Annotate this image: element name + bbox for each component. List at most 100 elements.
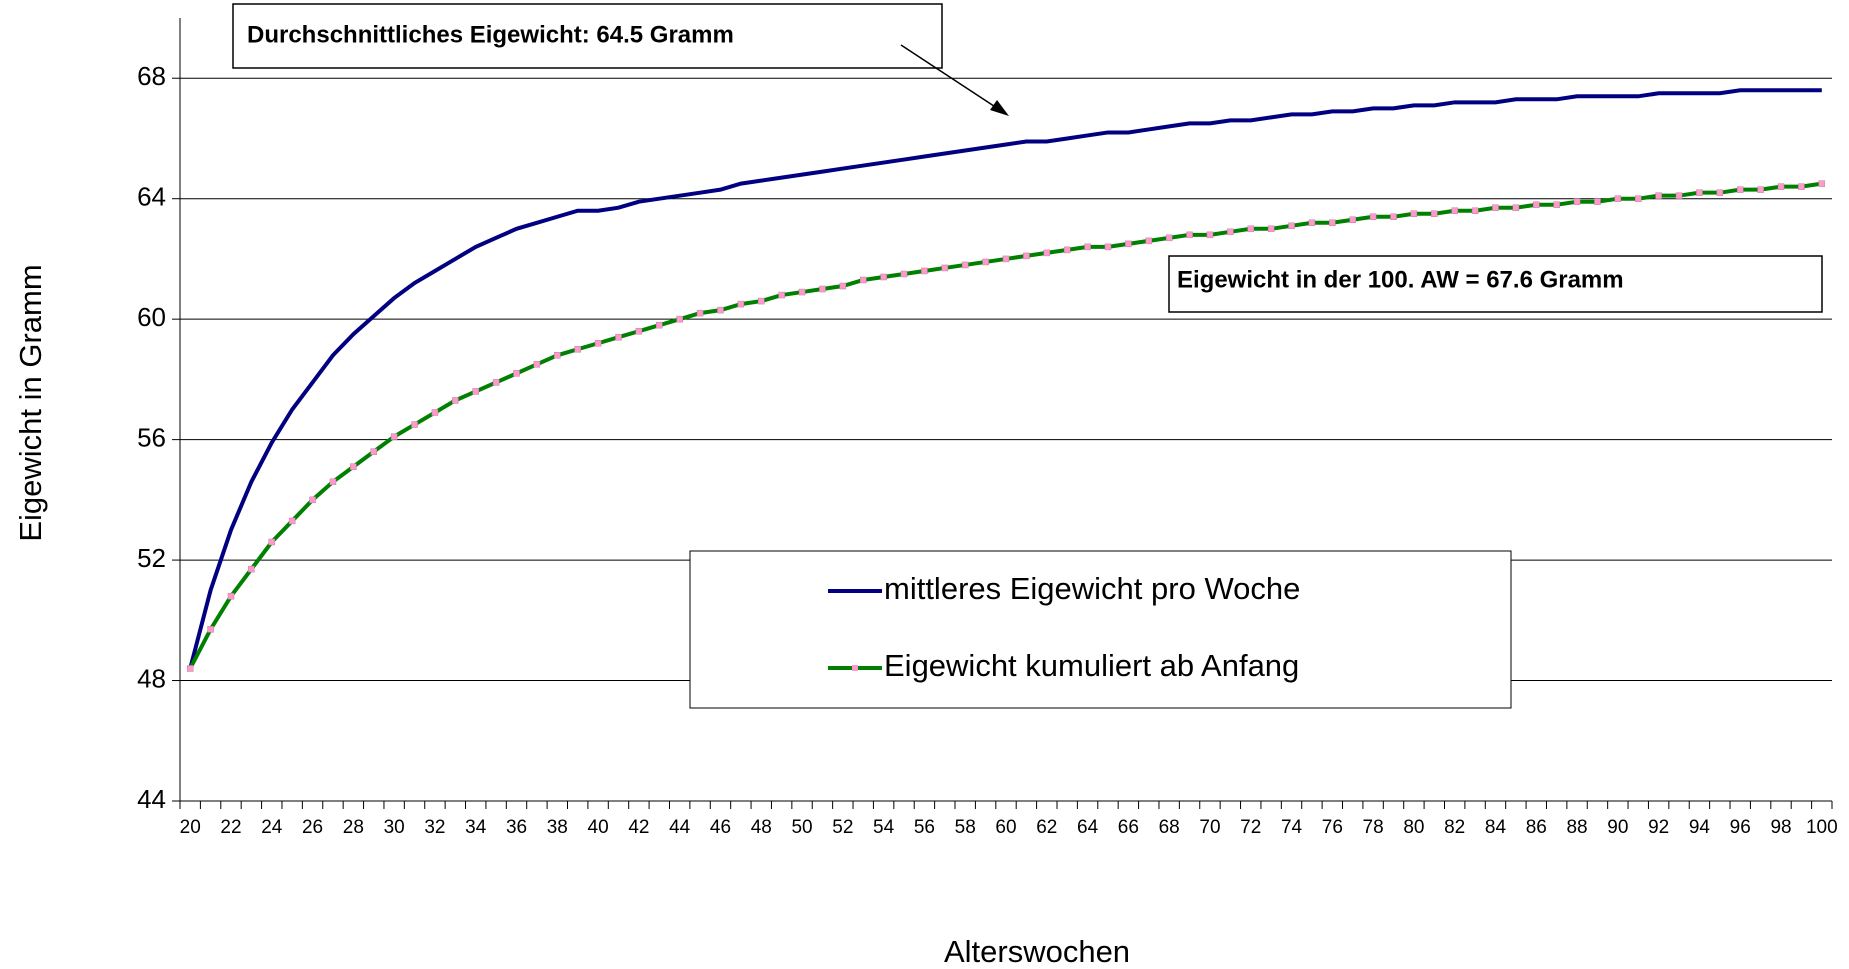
x-tick-label: 54 (873, 817, 895, 838)
marker (819, 285, 826, 293)
x-tick-label: 52 (832, 817, 853, 838)
marker (268, 538, 276, 546)
x-tick-label: 50 (791, 817, 812, 838)
x-tick-label: 92 (1648, 817, 1669, 838)
marker (1043, 249, 1051, 257)
marker (1492, 204, 1499, 211)
x-tick-label: 24 (261, 817, 283, 838)
marker (880, 273, 887, 281)
marker (1736, 186, 1744, 193)
marker (839, 282, 847, 290)
y-axis-title: Eigewicht in Gramm (13, 264, 48, 541)
x-tick-label: 100 (1806, 817, 1838, 838)
x-tick-label: 46 (710, 817, 731, 838)
marker (248, 565, 255, 573)
marker (594, 339, 602, 347)
marker (309, 496, 316, 504)
x-tick-label: 86 (1526, 817, 1547, 838)
series-line (188, 88, 1822, 669)
marker (859, 276, 867, 284)
marker (1696, 189, 1703, 196)
marker (1512, 204, 1520, 211)
marker (207, 626, 214, 633)
y-tick-label: 48 (137, 663, 166, 693)
marker (615, 333, 622, 341)
marker (1390, 213, 1397, 221)
annotation-box (232, 3, 943, 69)
marker (1614, 195, 1622, 202)
x-tick-label: 38 (547, 817, 568, 838)
marker (778, 291, 785, 299)
y-tick-label: 44 (137, 784, 166, 814)
y-tick-label: 52 (137, 543, 166, 573)
x-tick-label: 68 (1159, 817, 1180, 838)
marker (1431, 210, 1438, 217)
marker (452, 397, 459, 404)
marker (1227, 228, 1234, 236)
marker (1308, 219, 1316, 227)
marker (1798, 183, 1805, 190)
x-tick-label: 78 (1363, 817, 1384, 838)
marker (758, 297, 765, 305)
marker (1716, 189, 1724, 196)
marker (1206, 231, 1214, 239)
marker (227, 592, 235, 600)
y-tick-label: 64 (137, 182, 166, 212)
marker (921, 267, 928, 275)
x-tick-label: 82 (1444, 817, 1465, 838)
marker (431, 409, 439, 416)
marker (329, 478, 337, 486)
annotation-arrow (900, 44, 1004, 113)
x-tick-label: 20 (180, 817, 201, 838)
marker (798, 288, 806, 296)
marker (186, 665, 194, 672)
y-tick-label: 56 (137, 422, 166, 452)
arrow-head (990, 100, 1009, 116)
marker (941, 264, 949, 272)
y-tick-label: 60 (137, 302, 166, 332)
x-tick-label: 90 (1607, 817, 1628, 838)
x-tick-label: 76 (1322, 817, 1343, 838)
x-tick-label: 94 (1689, 817, 1711, 838)
x-axis-title: Alterswochen (944, 934, 1130, 969)
marker (1002, 255, 1010, 263)
legend-marker (852, 665, 858, 671)
x-tick-label: 70 (1199, 817, 1220, 838)
x-tick-label: 62 (1036, 817, 1057, 838)
marker (1471, 207, 1479, 214)
x-tick-label: 58 (955, 817, 976, 838)
marker (656, 321, 663, 329)
marker (1533, 201, 1540, 208)
marker (1777, 183, 1785, 190)
marker (676, 315, 683, 323)
marker (1410, 210, 1418, 217)
marker (288, 517, 296, 525)
x-tick-label: 22 (220, 817, 241, 838)
x-tick-label: 74 (1281, 817, 1303, 838)
marker (1757, 186, 1764, 193)
x-tick-label: 32 (424, 817, 445, 838)
marker (1553, 201, 1560, 208)
legend-label: Eigewicht kumuliert ab Anfang (884, 648, 1299, 683)
marker (370, 448, 378, 455)
x-tick-label: 98 (1770, 817, 1791, 838)
marker (513, 370, 520, 377)
x-tick-label: 88 (1566, 817, 1587, 838)
annotation-box (1168, 255, 1823, 313)
marker (1145, 237, 1153, 245)
marker (1125, 240, 1132, 248)
x-tick-label: 44 (669, 817, 691, 838)
x-tick-label: 26 (302, 817, 323, 838)
marker (1084, 243, 1091, 251)
marker (574, 346, 581, 353)
x-tick-label: 80 (1403, 817, 1424, 838)
marker (1451, 207, 1458, 214)
marker (1818, 180, 1826, 187)
x-tick-label: 34 (465, 817, 487, 838)
marker (900, 270, 908, 278)
x-tick-label: 56 (914, 817, 935, 838)
legend-label: mittleres Eigewicht pro Woche (884, 571, 1300, 606)
marker (635, 327, 643, 335)
marker (1655, 192, 1662, 199)
marker (717, 306, 724, 314)
